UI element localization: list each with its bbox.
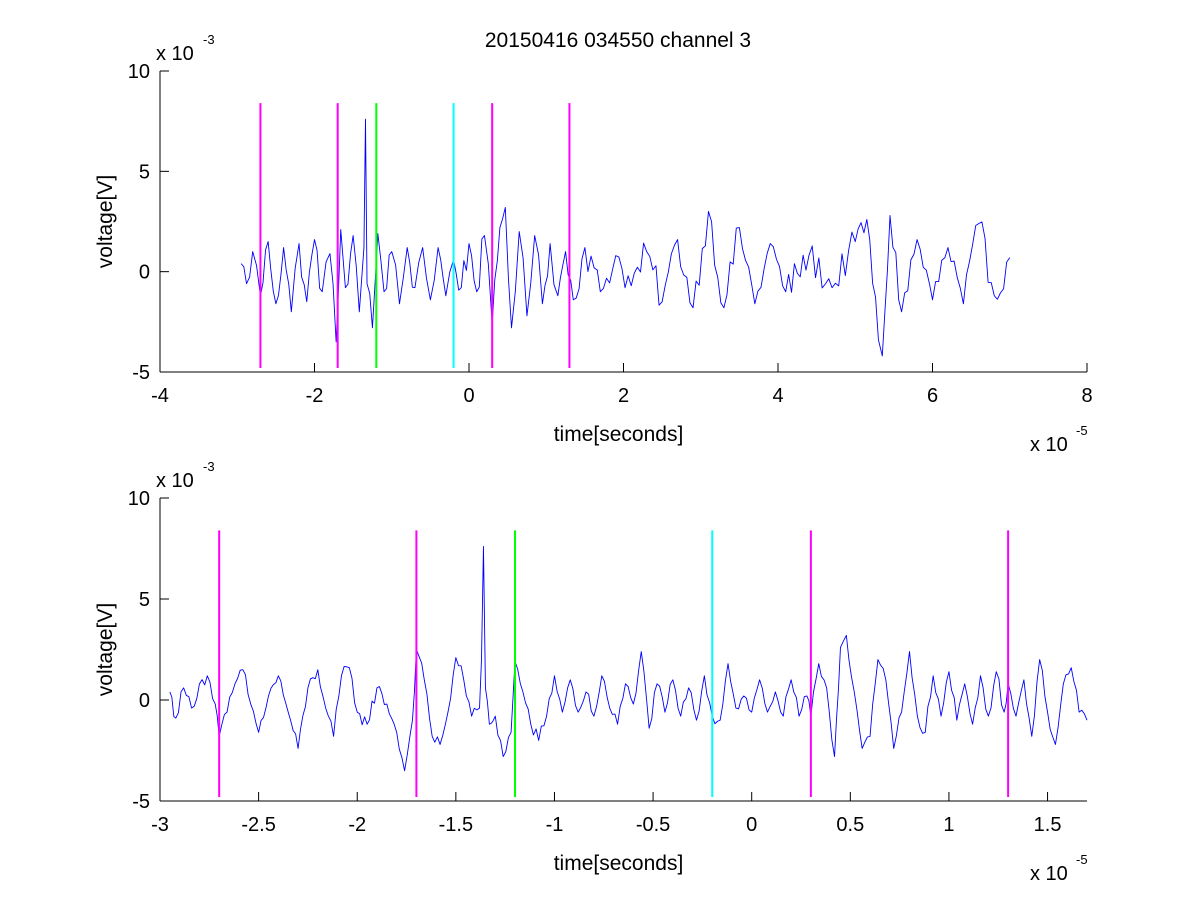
x-tick-label: 4: [772, 385, 783, 407]
x-tick-label: -4: [151, 385, 169, 407]
x-tick-label: -2.5: [241, 814, 275, 836]
y-multiplier-label: x 10: [156, 470, 194, 492]
x-tick-label: 0: [463, 385, 474, 407]
y-tick-label: 10: [128, 61, 150, 83]
x-tick-label: -1.5: [439, 814, 473, 836]
x-axis-label: time[seconds]: [554, 423, 684, 446]
x-tick-label: -0.5: [636, 814, 670, 836]
signal-series-line: [169, 546, 1088, 772]
x-tick-label: -2: [306, 385, 324, 407]
x-multiplier-exponent: -5: [1076, 852, 1088, 867]
x-tick-label: 0: [746, 814, 757, 836]
x-tick-label: 1: [943, 814, 954, 836]
y-tick-label: -5: [132, 362, 150, 384]
y-multiplier-exponent: -3: [203, 459, 215, 474]
y-tick-label: 5: [139, 589, 150, 611]
x-tick-label: 1.5: [1034, 814, 1062, 836]
x-tick-label: 8: [1081, 385, 1092, 407]
y-axis-label: voltage[V]: [94, 175, 117, 268]
x-multiplier-label: x 10: [1030, 434, 1068, 456]
signal-series-line: [240, 118, 1011, 357]
x-tick-label: 6: [927, 385, 938, 407]
x-tick-label: -3: [151, 814, 169, 836]
y-multiplier-label: x 10: [156, 43, 194, 65]
x-tick-label: -1: [546, 814, 564, 836]
x-multiplier-exponent: -5: [1076, 423, 1088, 438]
x-axis-label: time[seconds]: [554, 852, 684, 875]
x-tick-label: -2: [348, 814, 366, 836]
top-plot: -4 -2 0 2 4 6 8 -5 0 5 10 time[seconds] voltage[V] x …: [94, 32, 1093, 456]
y-tick-label: 0: [139, 690, 150, 712]
y-axis-label: voltage[V]: [94, 603, 117, 696]
x-multiplier-label: x 10: [1030, 863, 1068, 885]
y-tick-label: 0: [139, 262, 150, 284]
x-tick-label: 2: [618, 385, 629, 407]
y-tick-label: -5: [132, 791, 150, 813]
x-tick-label: 0.5: [836, 814, 864, 836]
y-tick-label: 10: [128, 488, 150, 510]
chart-title: 20150416 034550 channel 3: [485, 29, 751, 52]
y-multiplier-exponent: -3: [203, 32, 215, 47]
bottom-plot: -3 -2.5 -2 -1.5 -1 -0.5 0 0.5 1 1.5 -5 0 5 10 time[sec…: [94, 459, 1088, 885]
y-tick-label: 5: [139, 161, 150, 183]
